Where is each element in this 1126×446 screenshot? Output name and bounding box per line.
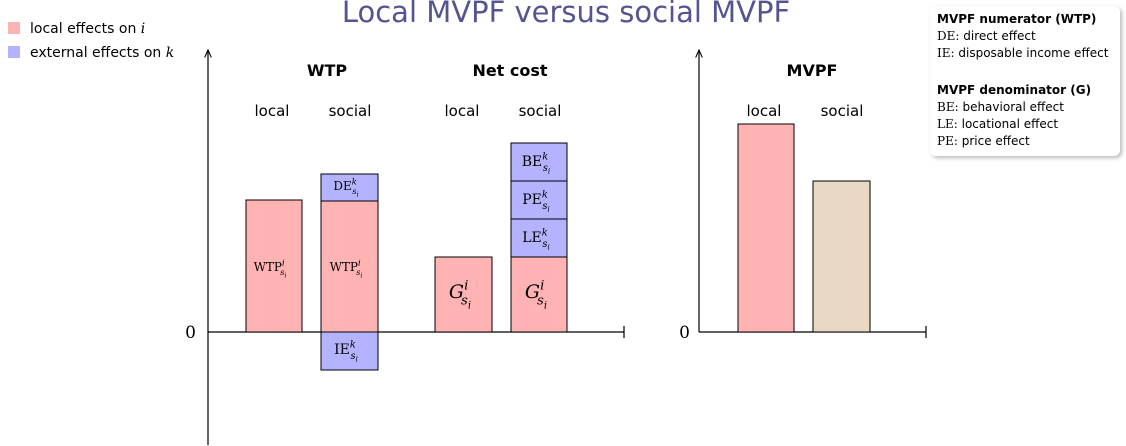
- math-base: IE: [334, 342, 350, 358]
- box: [320, 331, 379, 371]
- info-item: IE: disposable income effect: [937, 46, 1109, 60]
- column-label: local: [747, 102, 782, 120]
- box: [434, 256, 493, 333]
- legend-var: k: [166, 45, 174, 61]
- math-base: DE: [333, 179, 351, 193]
- math-sub: s: [461, 294, 468, 309]
- math-base: G: [525, 281, 540, 303]
- math-sup: k: [542, 152, 548, 163]
- legend-swatch: [8, 22, 20, 34]
- box: [737, 123, 795, 333]
- math-base: WTP: [254, 260, 282, 274]
- math-subsub: i: [547, 243, 549, 252]
- column-label: social: [821, 102, 864, 120]
- box-label: DEk si: [333, 177, 358, 199]
- box-label: Gi si: [449, 278, 471, 311]
- zero-label: 0: [679, 323, 690, 343]
- group-title: MVPF: [787, 61, 838, 80]
- legend-swatch: [8, 46, 20, 58]
- math-sub: s: [542, 239, 547, 250]
- info-item: PE: price effect: [937, 134, 1030, 148]
- item-text: direct effect: [963, 29, 1036, 43]
- column-label: social: [329, 102, 372, 120]
- info-heading: MVPF denominator (G): [937, 83, 1091, 97]
- box: [510, 180, 568, 220]
- box-label: Gi si: [525, 278, 547, 311]
- math-sub: s: [356, 267, 361, 277]
- math-sup: i: [540, 278, 544, 293]
- abbr: IE:: [937, 46, 955, 60]
- info-item: LE: locational effect: [937, 117, 1058, 131]
- math-sup: k: [352, 177, 357, 187]
- math-sup: k: [350, 340, 356, 351]
- math-subsub: i: [544, 300, 547, 311]
- box-label: IEk si: [334, 340, 358, 364]
- math-subsub: i: [284, 273, 286, 280]
- math-subsub: i: [355, 355, 357, 364]
- box: [245, 199, 303, 333]
- math-base: G: [449, 281, 464, 303]
- abbr: LE:: [937, 117, 958, 131]
- abbr: BE:: [937, 100, 959, 114]
- math-sub: s: [537, 294, 544, 309]
- math-base: BE: [522, 154, 543, 170]
- legend-label: local effects on i: [30, 21, 145, 37]
- box-label: WTPi si: [330, 258, 363, 280]
- box: [320, 173, 379, 202]
- item-text: price effect: [962, 134, 1030, 148]
- legend-var: i: [141, 21, 145, 37]
- item-text: disposable income effect: [958, 46, 1108, 60]
- column-label: local: [255, 102, 290, 120]
- box: [510, 256, 568, 333]
- box-label: WTPi si: [254, 258, 287, 280]
- group-title: Net cost: [472, 61, 547, 80]
- zero-label: 0: [185, 323, 196, 343]
- box-label: BEk si: [522, 152, 550, 176]
- math-subsub: i: [357, 192, 359, 199]
- legend-text: local effects on: [30, 21, 136, 37]
- math-sub: s: [542, 201, 547, 212]
- column-label: local: [445, 102, 480, 120]
- item-text: locational effect: [962, 117, 1059, 131]
- math-base: PE: [522, 192, 542, 208]
- legend-text: external effects on: [30, 45, 161, 61]
- box-label: PEk si: [522, 190, 550, 214]
- math-subsub: i: [468, 300, 471, 311]
- info-box: [930, 6, 1120, 156]
- math-sub: s: [352, 186, 357, 196]
- box: [320, 200, 379, 333]
- math-subsub: i: [547, 205, 549, 214]
- abbr: DE:: [937, 29, 959, 43]
- math-subsub: i: [548, 167, 550, 176]
- info-heading: MVPF numerator (WTP): [937, 12, 1096, 26]
- legend-label: external effects on k: [30, 45, 174, 61]
- math-sup: i: [282, 258, 285, 268]
- math-sup: i: [358, 258, 361, 268]
- title: Local MVPF versus social MVPF: [342, 0, 790, 29]
- group-title: WTP: [307, 61, 348, 80]
- math-sup: i: [464, 278, 468, 293]
- math-base: WTP: [330, 260, 358, 274]
- column-label: social: [519, 102, 562, 120]
- math-subsub: i: [360, 273, 362, 280]
- math-base: LE: [522, 230, 542, 246]
- math-sup: k: [542, 228, 548, 239]
- info-item: DE: direct effect: [937, 29, 1036, 43]
- math-sub: s: [280, 267, 285, 277]
- math-sub: s: [350, 351, 355, 362]
- box-label: LEk si: [522, 228, 549, 252]
- info-item: BE: behavioral effect: [937, 100, 1064, 114]
- math-sup: k: [542, 190, 548, 201]
- box: [510, 142, 568, 182]
- box: [812, 180, 871, 333]
- math-sub: s: [543, 163, 548, 174]
- item-text: behavioral effect: [962, 100, 1064, 114]
- abbr: PE:: [937, 134, 958, 148]
- box: [510, 218, 568, 258]
